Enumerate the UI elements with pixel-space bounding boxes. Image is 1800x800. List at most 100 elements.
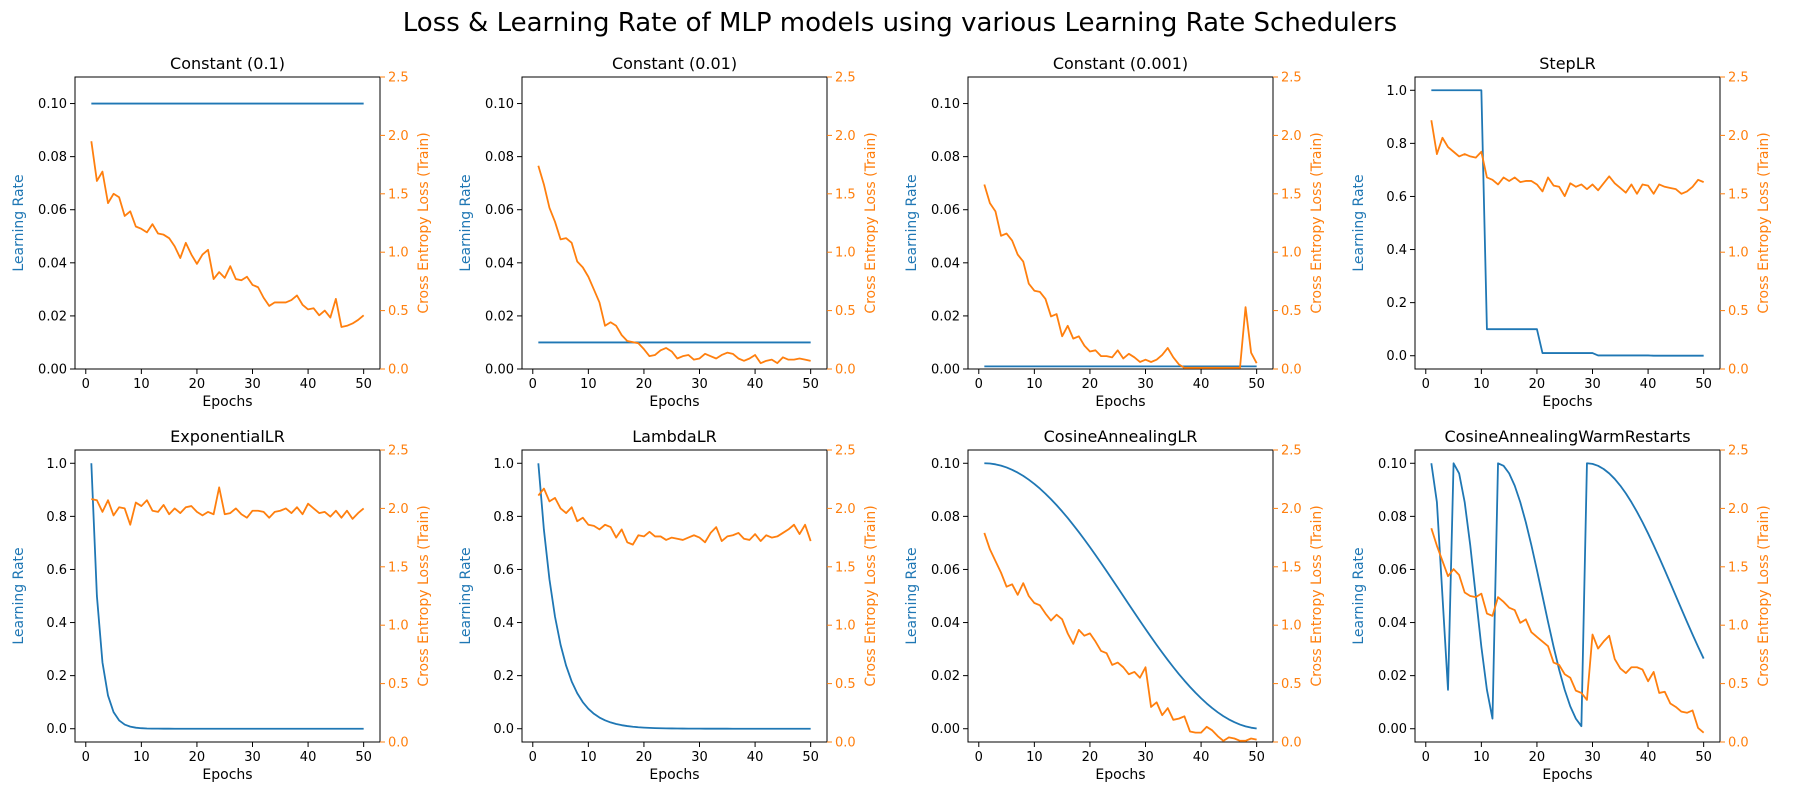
- y-left-tick-label: 0.06: [931, 203, 960, 218]
- x-axis-label: Epochs: [1542, 394, 1592, 410]
- x-axis-label: Epochs: [1542, 767, 1592, 783]
- x-tick-label: 0: [529, 750, 537, 765]
- x-tick-label: 10: [133, 377, 150, 392]
- x-tick-label: 0: [82, 377, 90, 392]
- y-right-tick-label: 2.0: [1728, 502, 1749, 517]
- y-left-tick-label: 0.10: [38, 97, 67, 112]
- x-tick-label: 40: [747, 750, 764, 765]
- y-right-tick-label: 0.0: [1728, 736, 1749, 751]
- x-tick-label: 10: [580, 750, 597, 765]
- plot-frame: [967, 76, 1274, 370]
- x-tick-label: 0: [1422, 750, 1430, 765]
- subplot-title: Constant (0.01): [612, 54, 737, 73]
- y-left-tick-label: 0.02: [931, 669, 960, 684]
- y-right-axis-label: Cross Entropy Loss (Train): [1309, 132, 1325, 313]
- x-tick-label: 10: [1473, 750, 1490, 765]
- y-left-axis-label: Learning Rate: [904, 174, 920, 271]
- x-tick-label: 40: [1640, 750, 1657, 765]
- plot-frame: [521, 76, 828, 370]
- y-right-tick-label: 2.5: [835, 71, 856, 86]
- y-left-tick-label: 0.8: [493, 510, 514, 525]
- y-left-tick-label: 0.06: [931, 563, 960, 578]
- x-tick-label: 0: [975, 750, 983, 765]
- y-right-tick-label: 0.0: [388, 363, 409, 378]
- x-tick-label: 30: [1137, 377, 1154, 392]
- y-right-tick-label: 1.0: [1728, 619, 1749, 634]
- subplot-title: ExponentialLR: [170, 427, 285, 446]
- y-right-tick-label: 0.0: [1728, 363, 1749, 378]
- subplot-6: LambdaLR 0 10 20 30 40 50 Epochs 0.0 0.2 0.4 0.6 0.8…: [458, 427, 879, 783]
- y-right-tick-label: 1.0: [1728, 246, 1749, 261]
- y-right-tick-label: 1.0: [388, 246, 409, 261]
- x-tick-label: 50: [802, 750, 819, 765]
- x-tick-label: 10: [133, 750, 150, 765]
- x-tick-label: 40: [747, 377, 764, 392]
- plot-frame: [1414, 449, 1721, 743]
- y-right-axis-label: Cross Entropy Loss (Train): [416, 132, 432, 313]
- x-tick-label: 20: [636, 377, 653, 392]
- y-left-tick-label: 0.08: [1378, 510, 1407, 525]
- y-left-tick-label: 0.10: [1378, 457, 1407, 472]
- x-axis-label: Epochs: [202, 394, 252, 410]
- y-right-axis-label: Cross Entropy Loss (Train): [863, 132, 879, 313]
- y-right-tick-label: 1.5: [388, 560, 409, 575]
- x-tick-label: 40: [1193, 377, 1210, 392]
- y-left-tick-label: 0.08: [38, 150, 67, 165]
- learning-rate-line: [1430, 462, 1705, 728]
- x-axis-label: Epochs: [1095, 767, 1145, 783]
- figure-title: Loss & Learning Rate of MLP models using…: [402, 8, 1398, 38]
- y-left-tick-label: 0.4: [1386, 243, 1407, 258]
- y-right-tick-label: 1.0: [1281, 246, 1302, 261]
- y-left-tick-label: 0.04: [38, 256, 67, 271]
- y-left-tick-label: 0.4: [46, 616, 67, 631]
- y-left-tick-label: 0.06: [38, 203, 67, 218]
- subplot-4: StepLR 0 10 20 30 40 50 Epochs 0.0 0.2 0.4 0.6 0.8 1.…: [1351, 54, 1772, 410]
- learning-rate-line: [90, 463, 364, 730]
- x-tick-label: 10: [1026, 750, 1043, 765]
- y-left-tick-label: 0.00: [38, 363, 67, 378]
- y-left-tick-label: 0.6: [46, 563, 67, 578]
- y-right-tick-label: 0.0: [835, 736, 856, 751]
- x-tick-label: 20: [1082, 750, 1099, 765]
- y-right-tick-label: 0.5: [835, 677, 856, 692]
- y-left-tick-label: 0.04: [1378, 616, 1407, 631]
- x-tick-label: 30: [1584, 377, 1601, 392]
- y-right-tick-label: 2.5: [388, 71, 409, 86]
- y-right-tick-label: 2.0: [835, 129, 856, 144]
- x-tick-label: 50: [1695, 750, 1712, 765]
- y-right-tick-label: 2.0: [1281, 502, 1302, 517]
- x-tick-label: 0: [975, 377, 983, 392]
- y-left-tick-label: 1.0: [1386, 84, 1407, 99]
- y-right-tick-label: 2.0: [388, 502, 409, 517]
- subplot-3: Constant (0.001) 0 10 20 30 40 50 Epochs 0.00 0.0…: [904, 54, 1325, 410]
- x-axis-label: Epochs: [1095, 394, 1145, 410]
- y-left-tick-label: 0.04: [931, 616, 960, 631]
- x-tick-label: 50: [355, 377, 372, 392]
- subplot-title: CosineAnnealingWarmRestarts: [1444, 427, 1690, 446]
- y-right-tick-label: 0.5: [835, 304, 856, 319]
- x-tick-label: 20: [636, 750, 653, 765]
- x-tick-label: 50: [1695, 377, 1712, 392]
- y-left-tick-label: 0.00: [1378, 722, 1407, 737]
- y-right-tick-label: 1.5: [835, 560, 856, 575]
- y-right-tick-label: 2.5: [835, 444, 856, 459]
- loss-line: [90, 141, 365, 328]
- y-left-tick-label: 0.02: [1378, 669, 1407, 684]
- y-left-tick-label: 0.00: [485, 363, 514, 378]
- x-tick-label: 30: [1137, 750, 1154, 765]
- subplot-title: Constant (0.1): [170, 54, 285, 73]
- subplot-8: CosineAnnealingWarmRestarts 0 10 20 30 40 50 Ep…: [1351, 427, 1772, 783]
- y-right-axis-label: Cross Entropy Loss (Train): [1756, 132, 1772, 313]
- subplot-2: Constant (0.01)0 10 20 30 40 50Epochs0.000.02…: [458, 54, 879, 410]
- x-axis-label: Epochs: [202, 767, 252, 783]
- plot-frame: [521, 449, 828, 743]
- y-right-tick-label: 1.0: [388, 619, 409, 634]
- y-left-tick-label: 0.6: [1386, 190, 1407, 205]
- x-tick-label: 0: [82, 750, 90, 765]
- x-tick-label: 0: [529, 377, 537, 392]
- x-tick-label: 20: [1529, 377, 1546, 392]
- y-right-tick-label: 1.5: [388, 187, 409, 202]
- y-right-tick-label: 1.5: [1281, 560, 1302, 575]
- loss-line: [537, 487, 812, 546]
